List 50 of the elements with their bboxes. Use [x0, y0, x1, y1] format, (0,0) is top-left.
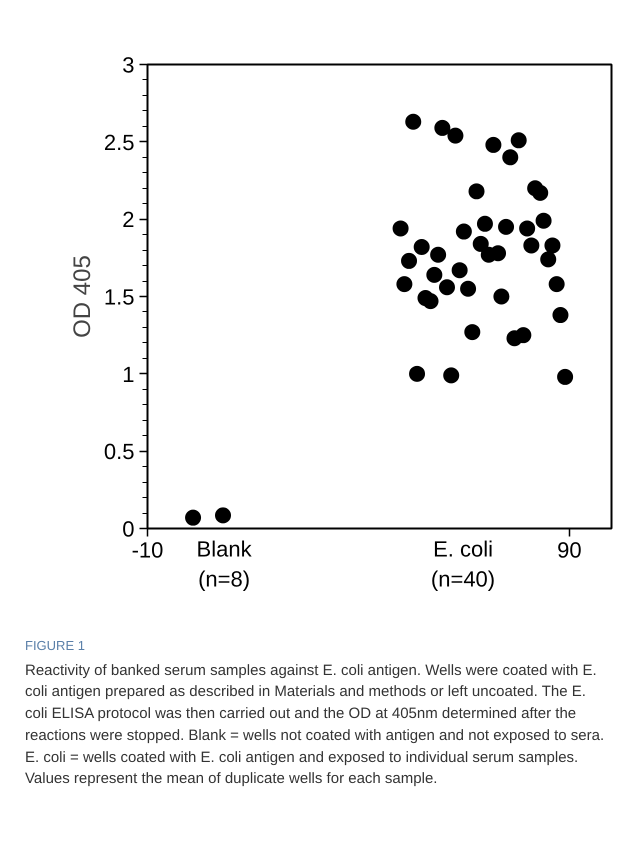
point	[548, 276, 565, 292]
point	[493, 288, 510, 304]
point	[519, 220, 536, 236]
point	[476, 216, 493, 232]
point	[401, 252, 418, 269]
point	[544, 237, 560, 254]
text: E. coli (n=40)	[430, 536, 496, 592]
point	[185, 510, 202, 526]
point	[536, 212, 552, 229]
point	[396, 276, 412, 292]
y-tick-label: 2.5	[104, 130, 135, 155]
text: Blank (n=8)	[196, 536, 253, 592]
point	[460, 280, 476, 297]
point	[464, 324, 480, 340]
point	[426, 266, 442, 283]
point	[434, 120, 450, 136]
point	[405, 114, 422, 130]
y-tick-label: 1.5	[104, 284, 135, 310]
y-tick-label: 1	[122, 362, 135, 387]
point	[557, 368, 574, 385]
y-tick-label: 2	[122, 207, 135, 232]
point	[523, 237, 540, 254]
point	[452, 262, 468, 278]
point	[510, 132, 527, 148]
point	[515, 327, 532, 344]
point	[447, 128, 464, 144]
point	[430, 246, 446, 263]
point	[456, 224, 472, 240]
caption: FIGURE 1	[25, 637, 86, 655]
point	[502, 149, 518, 166]
y-axis-title: OD 405	[68, 255, 96, 338]
point	[438, 279, 455, 296]
point	[414, 239, 430, 255]
y-tick-label: 3	[122, 52, 135, 78]
point	[498, 218, 514, 235]
point	[392, 220, 409, 236]
point	[490, 245, 506, 262]
point	[540, 251, 556, 268]
point	[472, 236, 489, 252]
point	[409, 366, 426, 382]
point	[422, 293, 439, 310]
point	[552, 307, 568, 324]
y-tick-label: 0.5	[104, 439, 135, 464]
point	[215, 507, 232, 524]
point	[468, 183, 485, 200]
x-tick-label: 90	[557, 538, 582, 562]
point	[485, 136, 502, 153]
text: Reactivity of banked serum samples against E. coli antigen. Wells were coated with E. coli antigen prepared as described in Materials and methods or left uncoated. The E. coli ELISA protocol was then carried out and the OD at 405nm determined after the reactions were stopped. Blank = wells not coated with antigen and not exposed to sera. E. coli = wells coated with E. coli antigen and exposed to individual serum samples. Values represent the mean of duplicate wells for each sample.	[25, 660, 605, 790]
point	[443, 367, 460, 384]
point	[532, 184, 548, 201]
